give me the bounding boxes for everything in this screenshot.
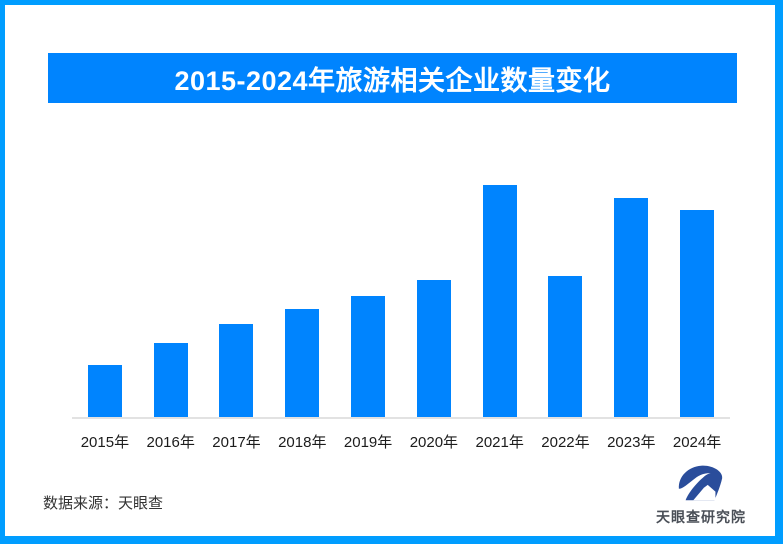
bar-2021年 xyxy=(482,185,517,417)
x-tick-label: 2019年 xyxy=(343,434,393,451)
chart-title-banner: 2015-2024年旅游相关企业数量变化 xyxy=(48,53,737,103)
bar-2017年 xyxy=(219,324,254,417)
bar-slot xyxy=(204,150,270,417)
tianyancha-logo: 天眼查研究院 xyxy=(646,463,756,527)
bar-slot xyxy=(664,150,730,417)
bar-slot xyxy=(138,150,204,417)
bar-2019年 xyxy=(351,296,386,417)
bar-2023年 xyxy=(614,198,649,417)
bar-slot xyxy=(335,150,401,417)
bar-slot xyxy=(533,150,599,417)
bar-chart-plot-area xyxy=(72,150,730,417)
x-tick-label: 2016年 xyxy=(146,434,195,451)
x-tick-label: 2021年 xyxy=(475,434,524,451)
x-tick-label: 2024年 xyxy=(672,434,722,451)
x-tick-label: 2017年 xyxy=(212,434,261,451)
bar-2024年 xyxy=(680,210,715,417)
bar-2018年 xyxy=(285,309,320,417)
bar-slot xyxy=(598,150,664,417)
x-axis-line xyxy=(72,417,730,419)
bar-2015年 xyxy=(87,365,122,417)
x-tick-label: 2018年 xyxy=(278,434,327,451)
tianyancha-logo-label: 天眼查研究院 xyxy=(656,509,746,525)
bar-2020年 xyxy=(416,280,451,417)
bar-slot xyxy=(269,150,335,417)
bar-2016年 xyxy=(153,343,188,417)
chart-title: 2015-2024年旅游相关企业数量变化 xyxy=(174,65,611,96)
bar-slot xyxy=(401,150,467,417)
x-tick-label: 2022年 xyxy=(541,434,590,451)
x-tick-label: 2015年 xyxy=(80,434,130,451)
data-source-label: 数据来源：天眼查 xyxy=(43,495,164,512)
tianyancha-eye-icon xyxy=(678,465,723,501)
bar-2022年 xyxy=(548,276,583,417)
bar-slot xyxy=(467,150,533,417)
x-tick-label: 2020年 xyxy=(409,434,459,451)
x-tick-label: 2023年 xyxy=(607,434,656,451)
bar-slot xyxy=(72,150,138,417)
x-axis-labels: 2015年 2016年 2017年 2018年 2019年 2020年 2021年 2022年… xyxy=(72,431,730,452)
